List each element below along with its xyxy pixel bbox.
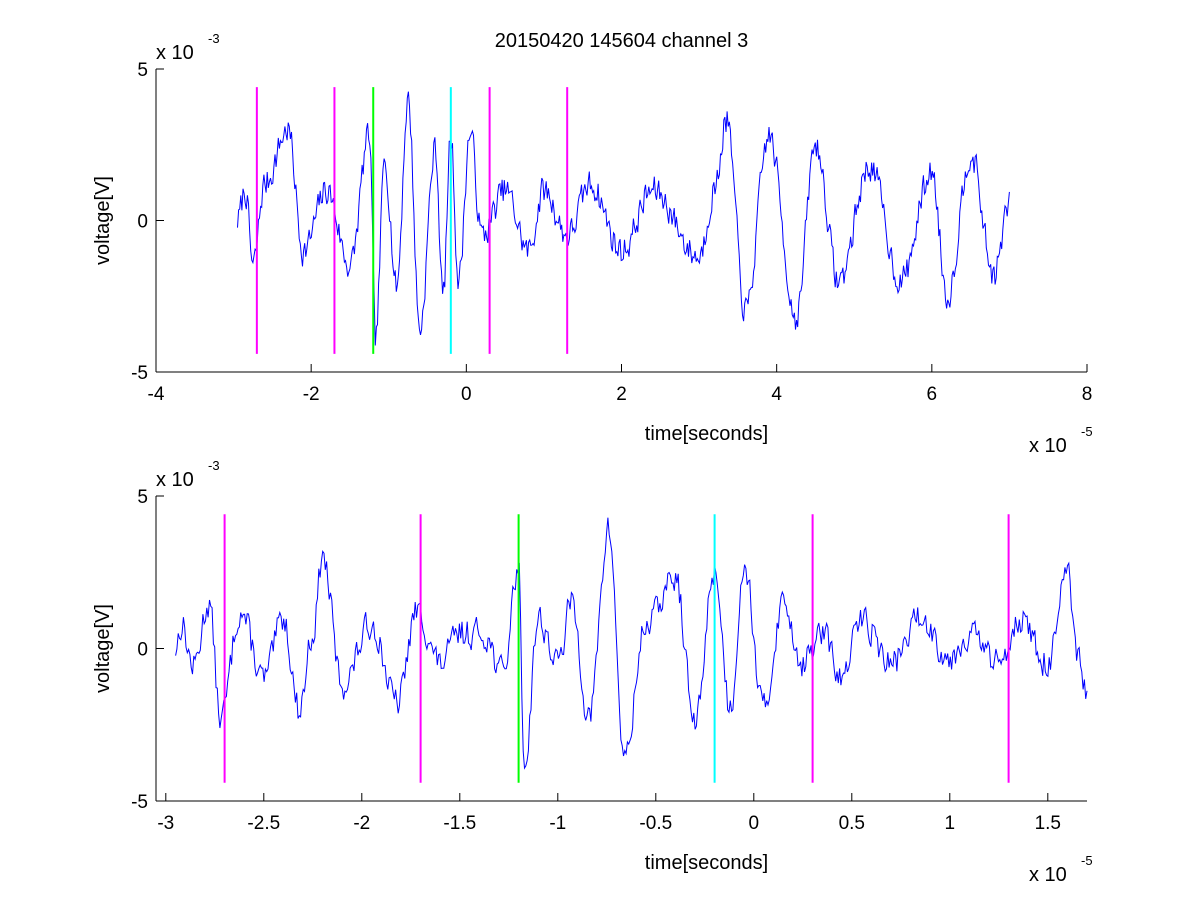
x-tick-label: 1 <box>945 813 956 834</box>
signal-trace <box>175 517 1088 770</box>
y-tick-label: 0 <box>137 640 148 661</box>
y-tick-label: 5 <box>137 487 148 508</box>
y-scale-exponent: -3 <box>208 458 220 473</box>
x-axis-label: time[seconds] <box>645 423 768 445</box>
x-tick-label: -2 <box>353 813 370 834</box>
y-scale-label: x 10 <box>156 469 194 491</box>
x-tick-label: -3 <box>157 813 174 834</box>
y-scale-exponent: -3 <box>208 31 220 46</box>
x-tick-label: -4 <box>148 384 165 405</box>
x-scale-label: x 10 <box>1029 435 1067 457</box>
y-tick-label: -5 <box>131 792 148 813</box>
x-scale-exponent: -5 <box>1081 424 1093 439</box>
y-tick-label: 0 <box>137 212 148 233</box>
x-tick-label: 0.5 <box>839 813 865 834</box>
x-scale-exponent: -5 <box>1081 853 1093 868</box>
x-tick-label: 6 <box>927 384 938 405</box>
x-tick-label: -1 <box>549 813 566 834</box>
y-axis-label: voltage[V] <box>92 604 114 693</box>
y-axis-label: voltage[V] <box>92 176 114 265</box>
x-tick-label: 0 <box>461 384 472 405</box>
x-axis-label: time[seconds] <box>645 852 768 874</box>
x-tick-label: -2 <box>303 384 320 405</box>
x-tick-label: 1.5 <box>1035 813 1061 834</box>
x-tick-label: 8 <box>1082 384 1093 405</box>
x-scale-label: x 10 <box>1029 864 1067 886</box>
y-tick-label: -5 <box>131 363 148 384</box>
plot-top: -4 -2 0 2 4 6 8 -5 0 5 time[seconds] voltage[V] x 10… <box>92 30 1093 457</box>
chart-title: 20150420 145604 channel 3 <box>495 30 749 52</box>
x-tick-label: -2.5 <box>247 813 280 834</box>
plot-bottom: -3 -2.5 -2 -1.5 -1 -0.5 0 0.5 1 1.5 -5 0 5 time[secon… <box>92 458 1093 886</box>
x-tick-label: 4 <box>771 384 782 405</box>
signal-trace <box>237 91 1010 346</box>
x-tick-label: 2 <box>616 384 627 405</box>
x-tick-label: -1.5 <box>443 813 476 834</box>
x-tick-label: -0.5 <box>639 813 672 834</box>
y-scale-label: x 10 <box>156 42 194 64</box>
x-tick-label: 0 <box>749 813 760 834</box>
y-tick-label: 5 <box>137 60 148 81</box>
